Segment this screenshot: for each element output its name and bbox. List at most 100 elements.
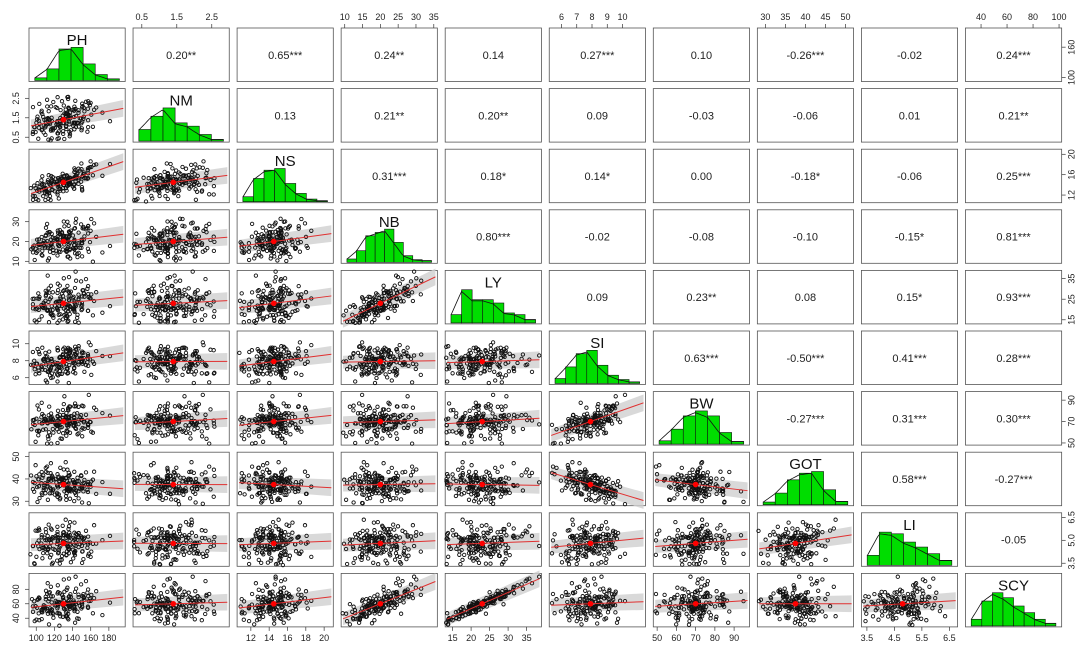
- scatter-point: [374, 440, 379, 446]
- scatter-point: [372, 408, 377, 413]
- correlation-label: 0.80***: [476, 232, 511, 244]
- scatter-point: [168, 413, 173, 418]
- scatter-point: [470, 363, 476, 368]
- scatter-point: [471, 372, 476, 377]
- scatter-point: [741, 499, 746, 505]
- scatter-point: [302, 221, 308, 226]
- correlation-label: -0.10: [793, 232, 818, 244]
- scatter-point: [141, 311, 146, 317]
- scatter-point: [397, 342, 402, 348]
- scatter-point: [249, 348, 255, 353]
- scatter-point: [392, 303, 398, 309]
- scatter-point: [49, 371, 55, 376]
- scatter-point: [89, 164, 94, 170]
- scatter-point: [392, 308, 397, 313]
- scatter-point: [279, 247, 285, 253]
- scatter-point: [357, 344, 363, 349]
- scatter-point: [381, 355, 386, 361]
- scatter-point: [89, 372, 94, 378]
- scatter-point: [296, 283, 301, 289]
- scatter-point: [299, 292, 304, 297]
- panel-frame: [236, 88, 334, 143]
- scatter-point: [58, 465, 63, 470]
- scatter-point: [79, 254, 85, 259]
- scatter-point: [193, 422, 199, 427]
- scatter-point: [162, 169, 167, 175]
- scatter-point: [406, 363, 411, 369]
- scatter-point: [133, 291, 138, 296]
- scatter-point: [137, 418, 143, 423]
- panel-PH-NM: [132, 27, 230, 82]
- scatter-point: [413, 366, 418, 372]
- scatter-point: [397, 281, 403, 286]
- scatter-point: [270, 394, 275, 399]
- scatter-point: [135, 196, 140, 201]
- scatter-point: [48, 104, 54, 109]
- scatter-point: [187, 496, 193, 501]
- scatter-point: [94, 162, 99, 167]
- scatter-point: [67, 311, 72, 317]
- scatter-point: [181, 174, 186, 179]
- scatter-point: [83, 412, 89, 417]
- scatter-point: [176, 170, 182, 175]
- scatter-point: [30, 104, 36, 110]
- scatter-point: [51, 313, 56, 318]
- scatter-point: [165, 432, 171, 437]
- panel-LY-NS: [236, 269, 334, 325]
- scatter-point: [199, 241, 205, 246]
- scatter-point: [366, 492, 371, 497]
- scatter-point: [79, 560, 85, 566]
- scatter-point: [454, 350, 459, 356]
- scatter-point: [359, 392, 365, 398]
- scatter-point: [401, 404, 406, 409]
- scatter-point: [388, 361, 393, 367]
- scatter-point: [150, 351, 155, 357]
- scatter-point: [45, 116, 51, 121]
- scatter-point: [253, 273, 259, 278]
- scatter-point: [268, 304, 274, 310]
- scatter-point: [85, 286, 90, 291]
- scatter-point: [180, 182, 185, 187]
- scatter-point: [486, 380, 491, 386]
- scatter-point: [405, 345, 410, 350]
- scatter-point: [451, 355, 456, 360]
- scatter-point: [100, 310, 105, 315]
- scatter-point: [51, 430, 56, 435]
- panel-frame: [28, 330, 126, 385]
- centroid-point: [60, 418, 67, 425]
- panel-frame: [652, 88, 750, 143]
- scatter-point: [275, 434, 280, 439]
- scatter-point: [49, 441, 54, 446]
- scatter-point: [33, 129, 38, 135]
- scatter-point: [386, 294, 391, 299]
- scatter-point: [68, 353, 74, 358]
- fit-line: [30, 233, 124, 246]
- correlation-label: 0.20**: [166, 50, 197, 62]
- scatter-point: [276, 293, 281, 298]
- scatter-point: [261, 288, 266, 294]
- scatter-point: [622, 392, 628, 398]
- scatter-point: [286, 350, 291, 356]
- scatter-point: [275, 258, 280, 263]
- scatter-point: [107, 119, 113, 124]
- scatter-point: [165, 315, 170, 320]
- scatter-point: [165, 344, 171, 349]
- centroid-point: [60, 358, 67, 365]
- scatter-point: [284, 313, 289, 318]
- scatter-point: [89, 292, 94, 297]
- scatter-point: [183, 430, 189, 435]
- fit-line: [447, 359, 540, 364]
- scatter-point: [288, 432, 293, 437]
- scatter-point: [73, 278, 79, 283]
- scatter-point: [48, 365, 54, 370]
- scatter-point: [260, 356, 265, 362]
- scatter-point: [381, 461, 386, 466]
- scatter-point: [158, 430, 163, 435]
- scatter-point: [79, 105, 85, 110]
- scatter-point: [61, 234, 66, 239]
- scatter-point: [55, 320, 60, 325]
- scatter-point: [41, 193, 46, 199]
- scatter-point: [372, 380, 378, 386]
- scatter-point: [170, 224, 175, 229]
- scatter-point: [176, 249, 182, 254]
